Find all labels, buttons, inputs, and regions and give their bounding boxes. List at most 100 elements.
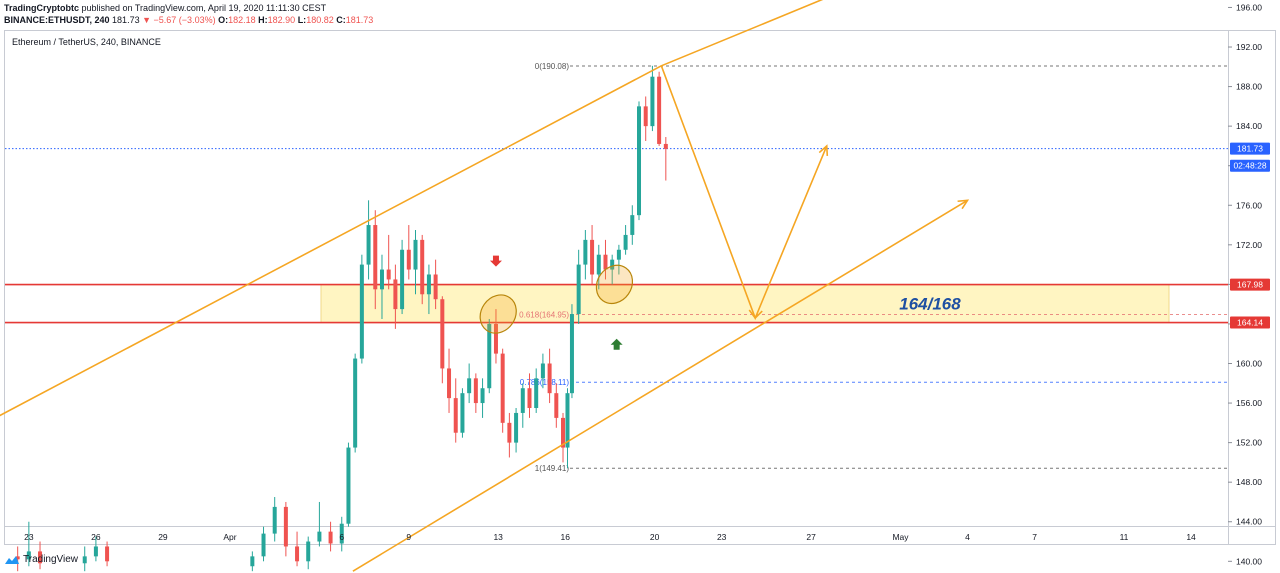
- candle-15: [346, 442, 351, 527]
- candle-48: [565, 388, 570, 469]
- price-tick-label-14: 140.00: [1236, 556, 1262, 566]
- candle-body: [328, 531, 333, 544]
- time-tick-label-4: 6: [339, 532, 344, 542]
- candle-body: [26, 551, 31, 560]
- fibonacci-layer: 0(190.08) 0.618(164.95) 0.786(158.11) 1(149…: [519, 62, 1228, 473]
- candle-body: [105, 546, 110, 562]
- candle-28: [433, 259, 438, 310]
- time-tick-label-14: 11: [1120, 532, 1129, 542]
- candle-3: [82, 546, 87, 572]
- candle-body: [261, 533, 266, 557]
- fib-label-3: 1(149.41): [535, 464, 570, 473]
- candle-35: [480, 378, 485, 418]
- candle-8: [272, 497, 277, 542]
- candle-body: [346, 447, 351, 524]
- down-arrow-0: [489, 255, 502, 267]
- time-tick-label-9: 23: [717, 532, 727, 542]
- candle-body: [393, 279, 398, 310]
- tradingview-logo-icon: [5, 555, 19, 564]
- candle-body: [366, 225, 371, 265]
- candle-body: [540, 363, 545, 379]
- price-label-box-1: [1230, 159, 1270, 172]
- candle-body: [453, 398, 458, 433]
- price-label-box-3: [1230, 316, 1270, 329]
- candle-body: [514, 412, 519, 443]
- candle-12: [317, 501, 322, 547]
- candle-56: [616, 244, 621, 275]
- channel-line-0: [0, 65, 662, 417]
- candle-body: [447, 368, 452, 399]
- candles-layer: [15, 65, 668, 572]
- candle-37: [493, 309, 498, 364]
- candle-body: [493, 323, 498, 354]
- candle-19: [373, 210, 378, 310]
- candle-body: [610, 259, 615, 270]
- candle-body: [433, 274, 438, 300]
- zone-label: 164/168: [899, 295, 961, 314]
- candle-body: [500, 353, 505, 423]
- candle-body: [663, 143, 668, 149]
- candle-7: [261, 526, 266, 562]
- price-label-2: 167.98: [1237, 280, 1263, 290]
- price-tick-label-9: 160.00: [1236, 359, 1262, 369]
- candle-62: [657, 71, 662, 146]
- symbol-label: BINANCE:ETHUSDT, 240: [4, 15, 110, 25]
- candle-25: [413, 229, 418, 295]
- candle-body: [420, 239, 425, 295]
- candle-body: [547, 363, 552, 394]
- last-price: 181.73: [112, 15, 140, 25]
- candle-body: [440, 299, 445, 369]
- candle-61: [650, 65, 655, 132]
- candle-body: [520, 388, 525, 413]
- candle-44: [540, 353, 545, 389]
- candle-body: [93, 546, 98, 557]
- time-tick-label-12: 4: [965, 532, 970, 542]
- horizontal-lines-layer: [5, 148, 1228, 324]
- time-axis: 23 26 29 Apr 6 9 13 16 20 23 27 May 4 7 11 14: [24, 532, 1196, 542]
- candle-24: [406, 225, 411, 280]
- candle-54: [603, 239, 608, 280]
- candle-52: [590, 225, 595, 285]
- candle-body: [630, 215, 635, 235]
- candle-body: [339, 523, 344, 544]
- price-tick-label-1: 192.00: [1236, 42, 1262, 52]
- brand-name: TradingView: [23, 554, 79, 565]
- candle-51: [583, 229, 588, 280]
- candle-20: [379, 254, 384, 319]
- price-tick-label-13: 144.00: [1236, 517, 1262, 527]
- candle-21: [386, 234, 391, 290]
- author-name[interactable]: TradingCryptobtc: [4, 3, 80, 13]
- candle-body: [637, 106, 642, 216]
- projection-path: [660, 65, 828, 321]
- candle-60: [643, 96, 648, 141]
- time-tick-label-0: 23: [24, 532, 34, 542]
- candle-body: [590, 239, 595, 275]
- candle-30: [447, 348, 452, 413]
- candle-0: [15, 546, 20, 572]
- candle-body: [359, 264, 364, 359]
- channel-line-1: [661, 0, 824, 67]
- candle-body: [373, 225, 378, 290]
- candle-53: [596, 244, 601, 290]
- projection-vertex-arrowhead: [748, 309, 763, 320]
- candle-16: [353, 353, 358, 453]
- high-label: H:: [258, 15, 268, 25]
- candle-38: [500, 348, 505, 433]
- publish-info: published on TradingView.com, April 19, …: [79, 3, 327, 13]
- candle-body: [507, 422, 512, 443]
- candle-6: [250, 551, 255, 572]
- candle-body: [487, 323, 492, 389]
- candle-body: [569, 314, 574, 394]
- price-tick-label-2: 188.00: [1236, 82, 1262, 92]
- drawings-layer: [0, 0, 970, 572]
- candle-29: [440, 296, 445, 384]
- time-tick-label-13: 7: [1032, 532, 1037, 542]
- candle-body: [426, 274, 431, 295]
- candle-40: [514, 408, 519, 453]
- candle-9: [283, 501, 288, 557]
- candle-body: [272, 506, 277, 534]
- candle-body: [250, 556, 255, 567]
- close-label: C:: [336, 15, 346, 25]
- candle-11: [306, 536, 311, 570]
